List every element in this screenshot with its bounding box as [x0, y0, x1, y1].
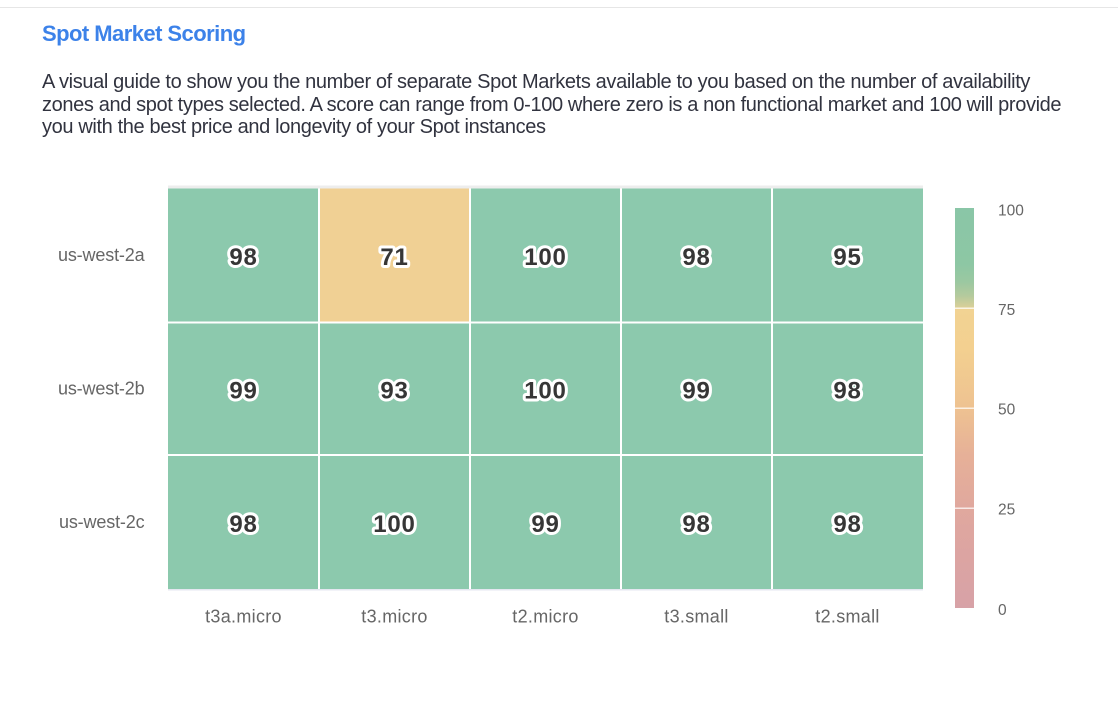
svg-text:100: 100: [373, 511, 415, 538]
svg-text:0: 0: [998, 602, 1007, 619]
svg-text:100: 100: [524, 377, 566, 404]
svg-text:98: 98: [229, 511, 257, 538]
svg-text:t3.small: t3.small: [664, 606, 728, 626]
svg-text:99: 99: [229, 377, 257, 404]
svg-text:98: 98: [682, 244, 710, 271]
svg-text:t3.micro: t3.micro: [361, 606, 427, 626]
svg-text:25: 25: [998, 502, 1015, 519]
svg-text:t3a.micro: t3a.micro: [205, 606, 282, 626]
svg-text:98: 98: [833, 511, 861, 538]
svg-text:50: 50: [998, 402, 1016, 419]
svg-text:93: 93: [380, 377, 408, 404]
svg-text:99: 99: [682, 377, 710, 404]
svg-text:98: 98: [833, 377, 861, 404]
svg-text:98: 98: [682, 511, 710, 538]
svg-text:95: 95: [833, 244, 861, 271]
svg-text:71: 71: [380, 244, 408, 271]
svg-text:98: 98: [229, 244, 257, 271]
svg-text:t2.small: t2.small: [815, 606, 879, 626]
svg-text:us-west-2a: us-west-2a: [58, 245, 146, 265]
svg-text:75: 75: [998, 302, 1015, 319]
svg-text:100: 100: [998, 203, 1024, 220]
svg-text:us-west-2c: us-west-2c: [59, 512, 145, 532]
svg-text:us-west-2b: us-west-2b: [58, 379, 145, 399]
svg-text:100: 100: [524, 244, 566, 271]
svg-text:t2.micro: t2.micro: [512, 606, 578, 626]
svg-text:99: 99: [531, 511, 559, 538]
